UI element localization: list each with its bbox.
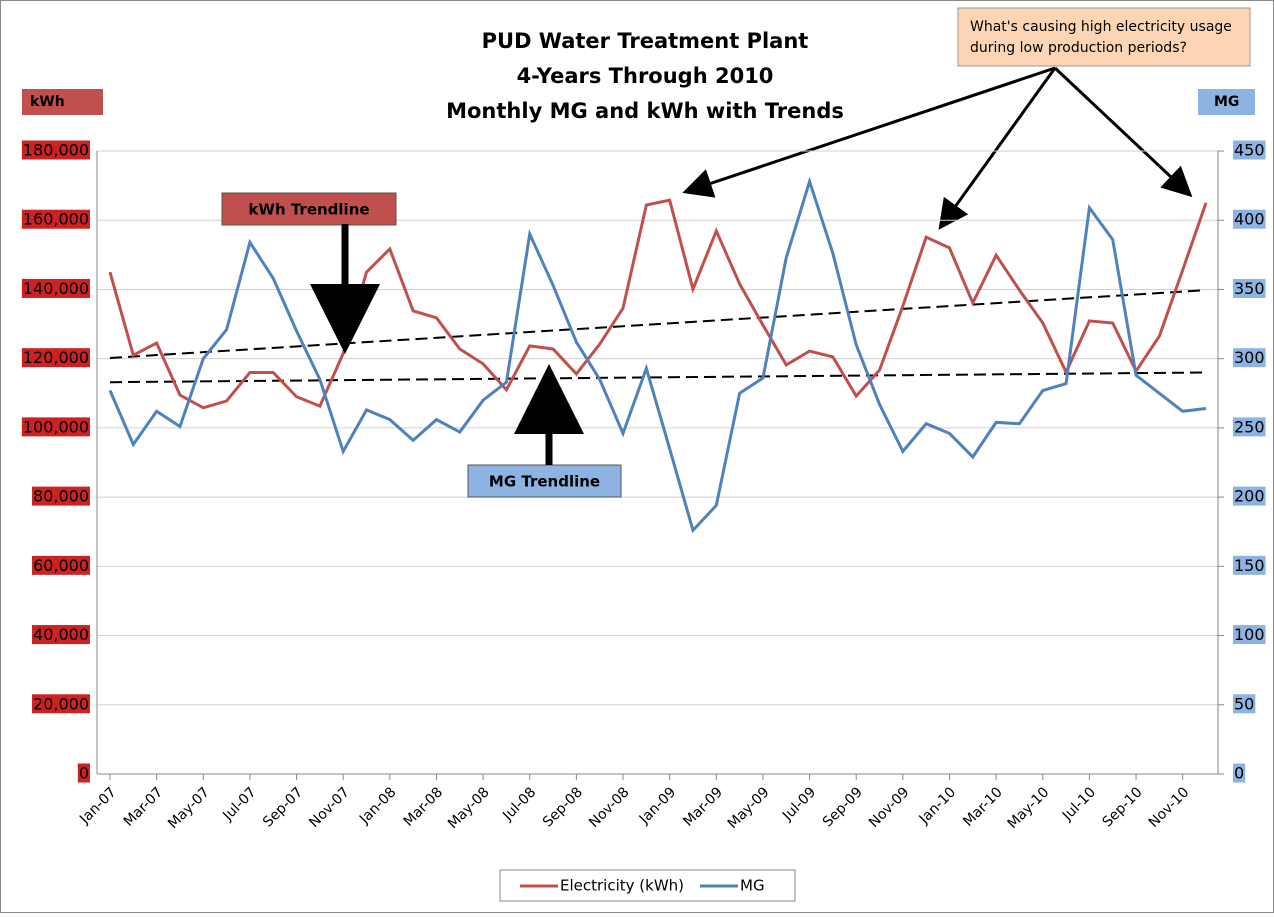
y-tick-bg xyxy=(32,625,90,645)
y2-tick-label: 150 xyxy=(1234,556,1265,575)
annotation: during low production periods? xyxy=(970,40,1187,56)
y2-tick-label: 450 xyxy=(1234,141,1265,160)
y2-axis-badge xyxy=(1198,89,1255,115)
y2-tick-bg xyxy=(1233,140,1266,160)
y2-tick-label: 250 xyxy=(1234,417,1265,436)
y-tick-bg xyxy=(21,209,90,229)
y-tick-bg xyxy=(21,348,90,368)
legend-label: MG xyxy=(740,877,765,895)
series-line xyxy=(108,198,1208,410)
y-tick-bg xyxy=(21,417,90,437)
trendline xyxy=(109,289,1207,359)
y-tick-label: 160,000 xyxy=(23,210,89,229)
y2-tick-bg xyxy=(1233,763,1246,783)
y2-tick-bg xyxy=(1233,625,1266,645)
y-tick-label: 0 xyxy=(79,764,89,783)
trendline-label: kWh Trendline xyxy=(248,201,369,219)
y2-tick-label: 350 xyxy=(1234,279,1265,298)
y2-axis-label: MG xyxy=(1214,94,1239,110)
y2-tick-label: 100 xyxy=(1234,625,1265,644)
y-tick-label: 180,000 xyxy=(23,141,89,160)
y2-tick-bg xyxy=(1233,694,1256,714)
y2-tick-label: 400 xyxy=(1234,210,1265,229)
y2-tick-bg xyxy=(1233,348,1266,368)
y-tick-label: 20,000 xyxy=(33,694,89,713)
trendline xyxy=(109,371,1207,384)
y2-tick-bg xyxy=(1233,417,1266,437)
y2-tick-label: 50 xyxy=(1234,694,1254,713)
y2-tick-bg xyxy=(1233,486,1266,506)
y-tick-bg xyxy=(32,694,90,714)
trendline-label-box xyxy=(467,464,622,498)
series-line xyxy=(108,176,1207,534)
annotation-arrows xyxy=(682,66,1193,230)
y-tick-label: 100,000 xyxy=(23,417,89,436)
y-axis-badge xyxy=(22,89,103,115)
y2-tick-label: 300 xyxy=(1234,348,1265,367)
chart-title: PUD Water Treatment Plant xyxy=(482,29,809,53)
y-tick-label: 120,000 xyxy=(23,348,89,367)
annotation: What's causing high electricity usage xyxy=(970,19,1232,35)
legend-label: Electricity (kWh) xyxy=(560,877,684,895)
y-axis-label: kWh xyxy=(30,94,65,110)
trendline-label-box xyxy=(221,192,397,226)
annotation-box xyxy=(957,7,1251,67)
y-tick-bg xyxy=(21,140,90,160)
y-tick-label: 80,000 xyxy=(33,487,89,506)
y2-tick-bg xyxy=(1233,278,1266,298)
y-tick-label: 60,000 xyxy=(33,556,89,575)
y-tick-label: 40,000 xyxy=(33,625,89,644)
y-tick-label: 140,000 xyxy=(23,279,89,298)
chart-title: 4-Years Through 2010 xyxy=(517,64,774,88)
y-tick-bg xyxy=(77,763,90,783)
chart-title: Monthly MG and kWh with Trends xyxy=(446,99,844,123)
y-tick-bg xyxy=(32,486,90,506)
y2-tick-bg xyxy=(1233,209,1266,229)
y2-tick-label: 200 xyxy=(1234,487,1265,506)
y-tick-bg xyxy=(32,555,90,575)
trendline-label: MG Trendline xyxy=(489,473,600,491)
y-tick-bg xyxy=(21,278,90,298)
y2-tick-bg xyxy=(1233,555,1266,575)
y2-tick-label: 0 xyxy=(1234,764,1244,783)
